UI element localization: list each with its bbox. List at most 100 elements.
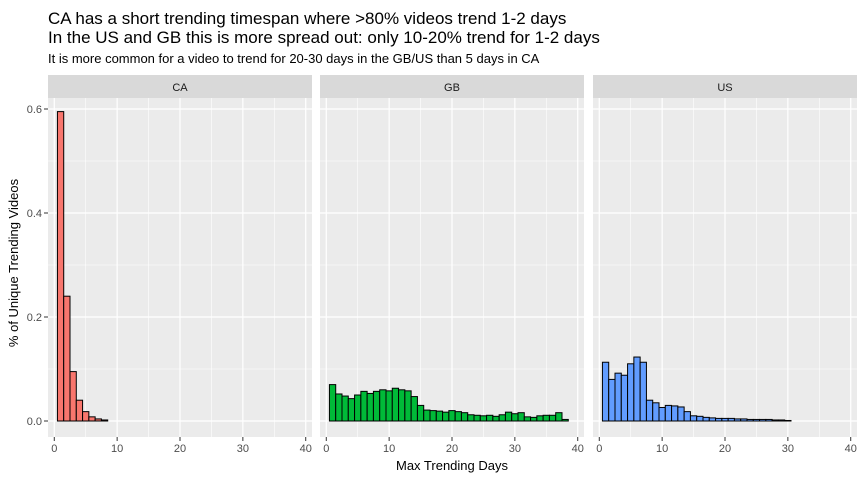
bar-us-day-6 (633, 356, 641, 422)
bar-us-day-2 (608, 378, 616, 422)
bar-gb-day-1 (328, 384, 337, 422)
bar-ca-day-7 (94, 418, 102, 422)
bar-gb-day-11 (391, 387, 400, 422)
x-tick-label: 20 (446, 443, 458, 455)
bar-gb-day-16 (423, 409, 431, 422)
bar-gb-day-25 (479, 415, 488, 422)
bar-us-day-20 (721, 417, 729, 422)
chart-title-line-2: In the US and GB this is more spread out… (48, 28, 600, 47)
bar-gb-day-6 (360, 390, 368, 422)
bar-us-day-8 (645, 399, 654, 422)
x-tick-label: 30 (509, 443, 521, 455)
bar-gb-day-10 (385, 390, 393, 422)
bar-gb-day-37 (555, 412, 563, 422)
bar-us-day-5 (627, 363, 635, 422)
bar-gb-day-22 (460, 412, 469, 422)
bar-ca-day-5 (82, 411, 90, 422)
bar-us-day-13 (677, 406, 685, 422)
x-tick-label: 30 (237, 443, 249, 455)
bar-ca-day-6 (88, 416, 96, 422)
facet-strip (48, 75, 312, 98)
x-tick-label: 40 (845, 443, 857, 455)
bar-gb-day-24 (473, 414, 481, 422)
x-tick-label: 10 (111, 443, 123, 455)
y-axis: 0.0 0.2 0.4 0.6 (27, 104, 48, 428)
y-tick-label: 0.4 (27, 208, 42, 220)
bar-us-day-23 (740, 418, 748, 422)
bar-us-day-18 (708, 417, 717, 422)
bar-gb-day-9 (379, 389, 387, 422)
bar-us-day-12 (671, 405, 679, 422)
bar-gb-day-23 (467, 414, 475, 422)
bar-ca-day-4 (75, 399, 84, 422)
facet-strip (593, 75, 857, 98)
bar-gb-day-30 (511, 413, 519, 422)
x-tick-label: 30 (782, 443, 794, 455)
bar-gb-day-34 (536, 415, 544, 422)
bar-us-day-25 (752, 418, 761, 422)
bar-gb-day-26 (486, 414, 494, 422)
facet-strip (320, 75, 584, 98)
x-tick-label: 10 (383, 443, 395, 455)
bar-gb-day-32 (523, 416, 532, 422)
bar-gb-day-33 (530, 416, 538, 422)
x-tick-label: 0 (51, 443, 57, 455)
bar-us-day-16 (696, 415, 704, 422)
bar-us-day-1 (601, 361, 610, 422)
bar-gb-day-35 (542, 414, 550, 422)
bar-gb-day-7 (366, 392, 374, 422)
x-tick-label: 20 (174, 443, 186, 455)
y-tick-label: 0.6 (27, 104, 42, 116)
bar-gb-day-5 (354, 394, 362, 422)
bar-us-day-21 (727, 417, 735, 422)
bar-us-day-4 (620, 374, 629, 422)
bar-gb-day-36 (548, 414, 557, 422)
bar-gb-day-27 (492, 415, 500, 422)
y-axis-title: % of Unique Trending Videos (6, 178, 21, 347)
x-tick-label: 0 (596, 443, 602, 455)
bar-ca-day-1 (56, 111, 65, 422)
bar-gb-day-19 (442, 411, 450, 422)
bar-gb-day-29 (504, 411, 513, 422)
bar-us-day-7 (639, 361, 647, 422)
facet-strip-label: GB (444, 82, 460, 94)
panels: CA 0 10 20 30 40 GB 0 10 20 30 40 US 0 10 20 30 40 (48, 75, 857, 455)
x-tick-label: 10 (656, 443, 668, 455)
bar-gb-day-4 (347, 398, 356, 422)
bar-ca-day-2 (63, 295, 71, 422)
bar-us-day-30 (784, 419, 792, 422)
bar-gb-day-31 (517, 412, 525, 422)
facet-panel-gb: GB 0 10 20 30 40 (320, 75, 584, 455)
chart-subtitle: It is more common for a video to trend f… (48, 51, 540, 66)
facet-strip-label: CA (172, 82, 188, 94)
bar-us-day-28 (771, 419, 779, 422)
bar-us-day-11 (664, 404, 673, 422)
bar-us-day-17 (702, 416, 710, 422)
x-tick-label: 40 (572, 443, 584, 455)
bar-gb-day-21 (454, 411, 462, 422)
bar-us-day-26 (759, 418, 767, 422)
bar-us-day-19 (715, 417, 723, 422)
bar-us-day-9 (652, 402, 660, 422)
x-axis-title: Max Trending Days (396, 458, 508, 473)
bar-us-day-15 (689, 415, 698, 422)
bar-gb-day-12 (398, 389, 406, 422)
bar-gb-day-15 (416, 404, 425, 422)
bar-gb-day-3 (341, 395, 349, 422)
chart-title-line-1: CA has a short trending timespan where >… (48, 9, 566, 28)
bar-gb-day-20 (448, 410, 456, 422)
bar-gb-day-28 (498, 414, 506, 422)
bar-gb-day-17 (429, 410, 437, 422)
bar-gb-day-2 (335, 393, 343, 422)
facet-panel-ca: CA 0 10 20 30 40 (48, 75, 312, 455)
bar-us-day-10 (658, 406, 666, 422)
bar-gb-day-13 (404, 390, 412, 422)
bar-us-day-14 (683, 411, 691, 422)
bar-ca-day-8 (100, 419, 109, 422)
bar-us-day-29 (777, 419, 786, 422)
facet-strip-label: US (717, 82, 732, 94)
y-tick-label: 0.2 (27, 312, 42, 324)
bar-ca-day-3 (69, 371, 77, 422)
x-tick-label: 40 (300, 443, 312, 455)
bar-us-day-22 (733, 418, 742, 422)
